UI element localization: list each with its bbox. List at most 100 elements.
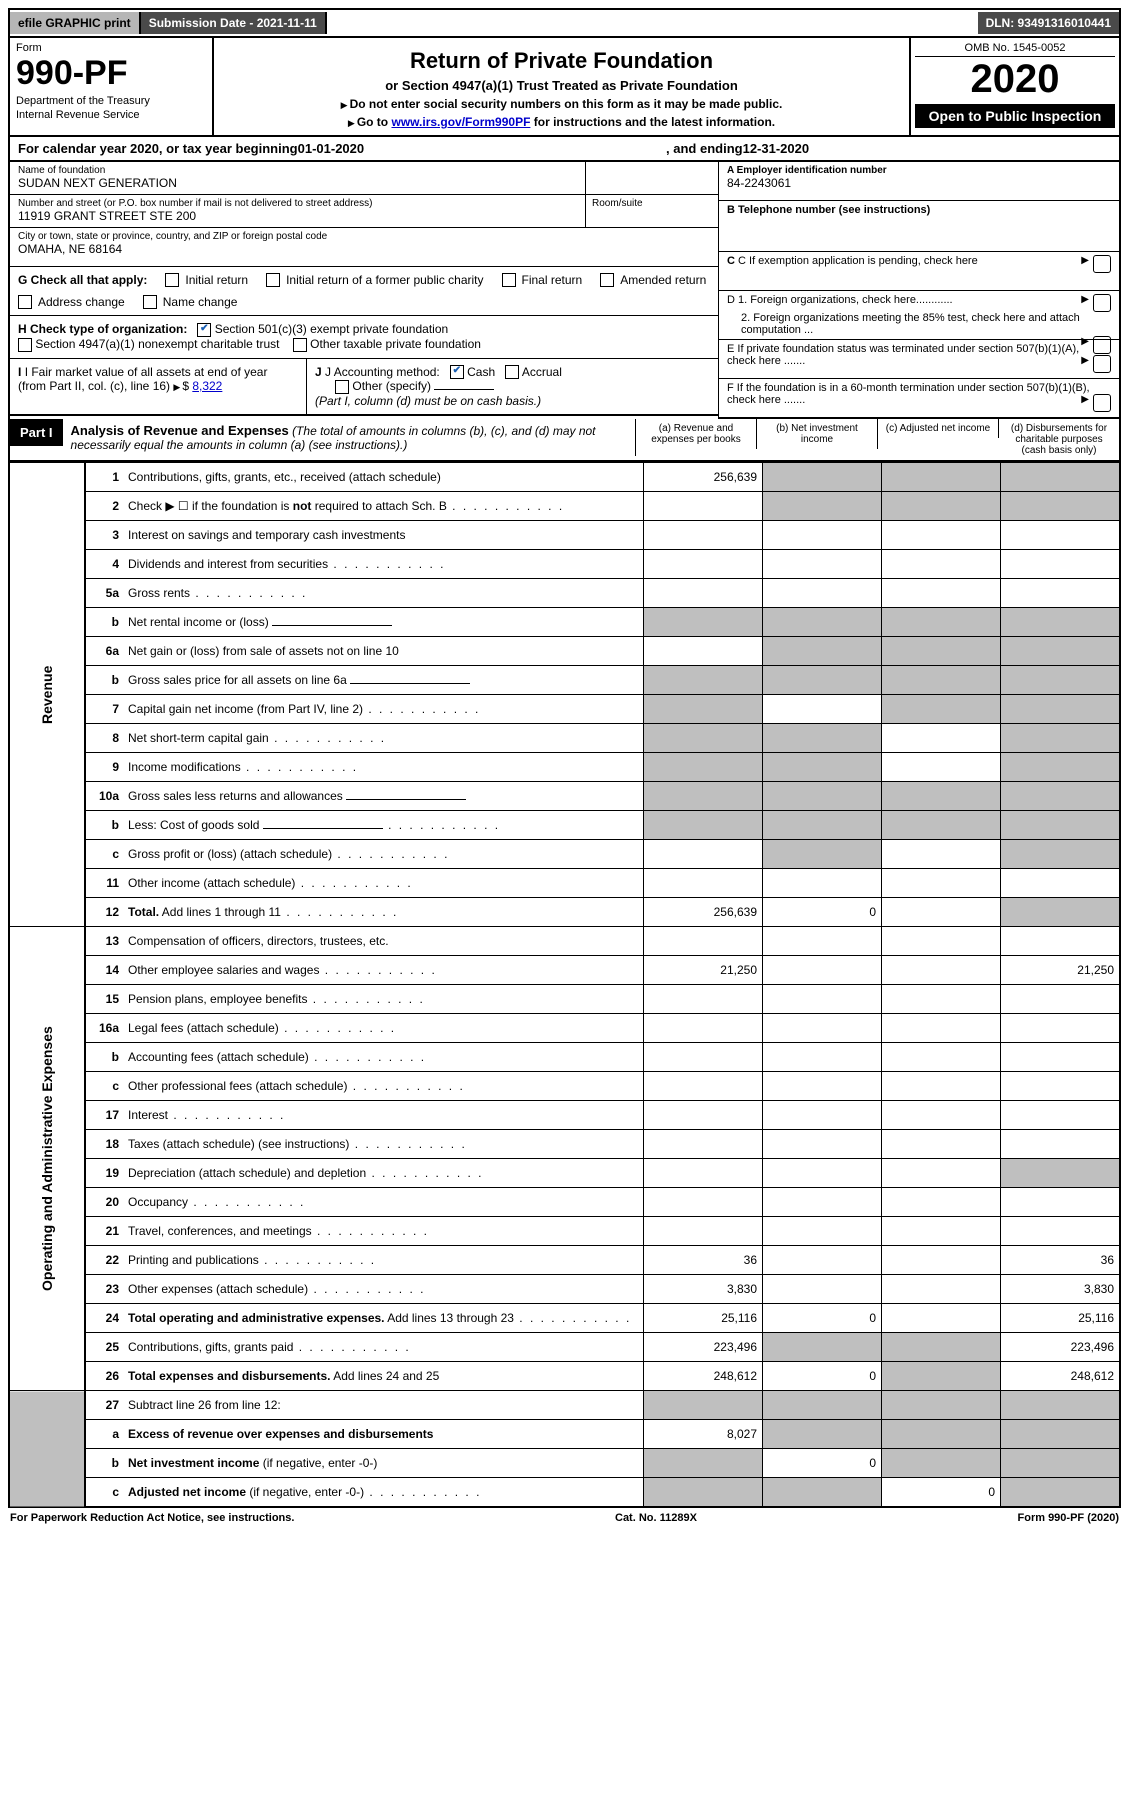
table-row: 8Net short-term capital gain (9, 724, 1120, 753)
opt-final: Final return (522, 273, 583, 287)
table-row: 26Total expenses and disbursements. Add … (9, 1362, 1120, 1391)
cal-end: 12-31-2020 (743, 141, 810, 156)
opt-initial-former: Initial return of a former public charit… (286, 273, 483, 287)
table-row: 4Dividends and interest from securities (9, 550, 1120, 579)
cb-name[interactable] (143, 295, 157, 309)
cb-address[interactable] (18, 295, 32, 309)
table-row: 7Capital gain net income (from Part IV, … (9, 695, 1120, 724)
cb-other-tax[interactable] (293, 338, 307, 352)
cal-pre: For calendar year 2020, or tax year begi… (18, 141, 298, 156)
city: OMAHA, NE 68164 (18, 242, 710, 256)
col-c-head: (c) Adjusted net income (878, 419, 999, 438)
form-label: Form (16, 42, 206, 54)
cb-4947[interactable] (18, 338, 32, 352)
note-goto-post: for instructions and the latest informat… (530, 115, 775, 129)
side-blank (9, 1391, 85, 1508)
note-goto-pre: Go to (357, 115, 392, 129)
table-row: 22Printing and publications3636 (9, 1246, 1120, 1275)
cb-cash[interactable] (450, 365, 464, 379)
form-link[interactable]: www.irs.gov/Form990PF (391, 115, 530, 129)
form-number: 990-PF (16, 54, 206, 93)
table-row: 16aLegal fees (attach schedule) (9, 1014, 1120, 1043)
cb-initial[interactable] (165, 273, 179, 287)
table-row: 2Check ▶ ☐ if the foundation is not requ… (9, 492, 1120, 521)
f-label: F If the foundation is in a 60-month ter… (727, 382, 1090, 406)
e-label: E If private foundation status was termi… (727, 343, 1079, 367)
cb-501c3[interactable] (197, 323, 211, 337)
table-row: cAdjusted net income (if negative, enter… (9, 1478, 1120, 1508)
ein-label: A Employer identification number (727, 165, 887, 176)
h-label: H Check type of organization: (18, 322, 187, 336)
opt-501c3: Section 501(c)(3) exempt private foundat… (215, 322, 448, 336)
i-label: I Fair market value of all assets at end… (18, 365, 267, 393)
side-label: Operating and Administrative Expenses (9, 927, 85, 1391)
form-subtitle: or Section 4947(a)(1) Trust Treated as P… (220, 78, 903, 93)
part1-label: Part I (10, 419, 63, 446)
cal-begin: 01-01-2020 (298, 141, 365, 156)
col-b-head: (b) Net investment income (757, 419, 878, 449)
d2-label: 2. Foreign organizations meeting the 85%… (741, 312, 1111, 336)
cb-amended[interactable] (600, 273, 614, 287)
topbar: efile GRAPHIC print Submission Date - 20… (8, 8, 1121, 38)
omb-number: OMB No. 1545-0052 (915, 42, 1115, 57)
address: 11919 GRANT STREET STE 200 (18, 209, 577, 223)
form-header: Form 990-PF Department of the Treasury I… (8, 38, 1121, 137)
table-row: bAccounting fees (attach schedule) (9, 1043, 1120, 1072)
cb-accrual[interactable] (505, 365, 519, 379)
table-row: 9Income modifications (9, 753, 1120, 782)
table-row: 5aGross rents (9, 579, 1120, 608)
j-label: J Accounting method: (325, 365, 440, 379)
cal-mid: , and ending (666, 141, 743, 156)
fmv-link[interactable]: 8,322 (192, 379, 222, 393)
cb-other-method[interactable] (335, 380, 349, 394)
footer-right: Form 990-PF (2020) (1018, 1512, 1120, 1524)
room-label: Room/suite (586, 195, 718, 227)
cb-f[interactable] (1093, 394, 1111, 412)
table-row: 21Travel, conferences, and meetings (9, 1217, 1120, 1246)
cb-d2[interactable] (1093, 336, 1111, 354)
table-row: 15Pension plans, employee benefits (9, 985, 1120, 1014)
g-label: G Check all that apply: (18, 273, 147, 287)
opt-initial: Initial return (185, 273, 248, 287)
tax-year: 2020 (915, 57, 1115, 102)
part1-title: Analysis of Revenue and Expenses (71, 423, 289, 438)
opt-4947: Section 4947(a)(1) nonexempt charitable … (35, 337, 279, 351)
note-ssn: Do not enter social security numbers on … (350, 97, 783, 111)
col-a-head: (a) Revenue and expenses per books (636, 419, 757, 449)
foundation-name: SUDAN NEXT GENERATION (18, 176, 577, 190)
dln: DLN: 93491316010441 (978, 12, 1119, 34)
table-row: 14Other employee salaries and wages21,25… (9, 956, 1120, 985)
cb-d1[interactable] (1093, 294, 1111, 312)
table-row: 6aNet gain or (loss) from sale of assets… (9, 637, 1120, 666)
table-row: cGross profit or (loss) (attach schedule… (9, 840, 1120, 869)
table-row: 17Interest (9, 1101, 1120, 1130)
part1-header: Part I Analysis of Revenue and Expenses … (8, 419, 1121, 462)
d1-label: D 1. Foreign organizations, check here..… (727, 294, 953, 306)
page-footer: For Paperwork Reduction Act Notice, see … (8, 1508, 1121, 1528)
efile-label[interactable]: efile GRAPHIC print (10, 12, 141, 34)
table-row: cOther professional fees (attach schedul… (9, 1072, 1120, 1101)
j-note: (Part I, column (d) must be on cash basi… (315, 394, 541, 408)
info-section: Name of foundation SUDAN NEXT GENERATION… (8, 162, 1121, 419)
main-table: Revenue1Contributions, gifts, grants, et… (8, 462, 1121, 1508)
table-row: 3Interest on savings and temporary cash … (9, 521, 1120, 550)
footer-mid: Cat. No. 11289X (615, 1512, 697, 1524)
side-label: Revenue (9, 463, 85, 927)
cb-e[interactable] (1093, 355, 1111, 373)
cb-final[interactable] (502, 273, 516, 287)
calendar-year-row: For calendar year 2020, or tax year begi… (8, 137, 1121, 162)
opt-other-tax: Other taxable private foundation (310, 337, 481, 351)
addr-label: Number and street (or P.O. box number if… (18, 198, 577, 209)
table-row: Revenue1Contributions, gifts, grants, et… (9, 463, 1120, 492)
opt-accrual: Accrual (522, 365, 562, 379)
opt-amended: Amended return (620, 273, 706, 287)
cb-initial-former[interactable] (266, 273, 280, 287)
irs: Internal Revenue Service (16, 109, 206, 121)
table-row: Operating and Administrative Expenses13C… (9, 927, 1120, 956)
table-row: 20Occupancy (9, 1188, 1120, 1217)
phone-label: B Telephone number (see instructions) (727, 204, 930, 216)
table-row: 23Other expenses (attach schedule)3,8303… (9, 1275, 1120, 1304)
cb-c[interactable] (1093, 255, 1111, 273)
opt-cash: Cash (467, 365, 495, 379)
table-row: 25Contributions, gifts, grants paid223,4… (9, 1333, 1120, 1362)
